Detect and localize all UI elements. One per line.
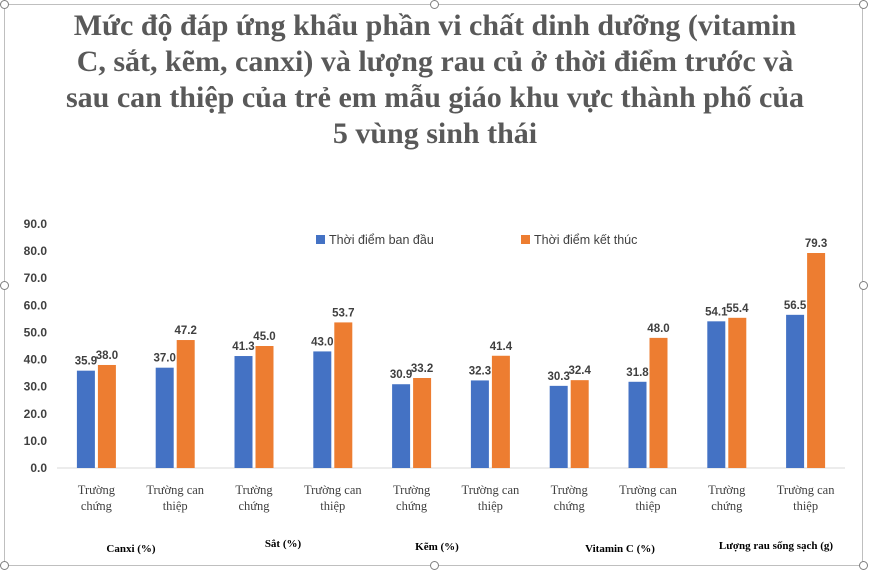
data-label: 55.4 xyxy=(726,303,749,315)
data-label: 48.0 xyxy=(647,323,669,335)
resize-handle-top-left[interactable] xyxy=(0,0,9,9)
x-tick-label: chứng xyxy=(238,499,270,513)
x-tick-label: Trường xyxy=(393,483,431,497)
y-tick-label: 80.0 xyxy=(24,244,48,258)
data-label: 79.3 xyxy=(805,238,827,250)
x-tick-label: thiệp xyxy=(793,499,818,513)
bar xyxy=(470,380,489,468)
bar xyxy=(628,381,647,468)
bar xyxy=(649,337,668,468)
x-tick-label: thiệp xyxy=(320,499,345,513)
bar xyxy=(570,380,589,468)
bar xyxy=(97,364,116,468)
x-tick-label: chứng xyxy=(396,499,428,513)
x-tick-label: chứng xyxy=(554,499,586,513)
x-tick-label: chứng xyxy=(81,499,113,513)
y-tick-label: 70.0 xyxy=(24,271,48,285)
group-label: Canxi (%) xyxy=(106,543,156,555)
group-label: Sắt (%) xyxy=(265,538,302,550)
bar xyxy=(155,367,174,468)
data-label: 41.4 xyxy=(490,341,513,353)
x-tick-label: thiệp xyxy=(478,499,503,513)
bar xyxy=(707,321,726,468)
y-tick-label: 90.0 xyxy=(24,217,48,231)
legend-label: Thời điểm kết thúc xyxy=(534,233,637,247)
data-label: 33.2 xyxy=(411,363,433,375)
data-label: 45.0 xyxy=(253,331,275,343)
group-label: Vitamin C (%) xyxy=(585,543,655,555)
bar xyxy=(786,314,805,468)
bar xyxy=(392,384,411,468)
y-tick-label: 60.0 xyxy=(24,298,48,312)
bar xyxy=(334,322,353,468)
y-tick-label: 0.0 xyxy=(30,461,47,475)
bar xyxy=(176,340,195,468)
data-label: 32.3 xyxy=(469,365,491,377)
data-label: 30.9 xyxy=(390,369,412,381)
y-tick-label: 50.0 xyxy=(24,325,48,339)
x-tick-label: Trường can xyxy=(146,483,204,497)
group-label: Lượng rau sống sạch (g) xyxy=(719,540,833,552)
x-tick-label: Trường xyxy=(708,483,746,497)
x-tick-label: Trường xyxy=(551,483,589,497)
data-label: 47.2 xyxy=(175,325,197,337)
data-label: 35.9 xyxy=(75,356,97,368)
data-label: 56.5 xyxy=(784,300,807,312)
bar xyxy=(76,370,95,468)
legend-swatch xyxy=(316,235,325,244)
x-tick-label: Trường can xyxy=(304,483,362,497)
x-tick-label: thiệp xyxy=(163,499,188,513)
bar xyxy=(313,351,332,468)
data-label: 31.8 xyxy=(626,367,649,379)
data-label: 53.7 xyxy=(332,307,354,319)
y-tick-label: 10.0 xyxy=(24,434,48,448)
bar xyxy=(255,346,274,468)
bar xyxy=(549,385,568,468)
data-label: 38.0 xyxy=(96,350,118,362)
bar xyxy=(491,355,510,468)
x-tick-label: Trường can xyxy=(777,483,835,497)
y-tick-label: 20.0 xyxy=(24,407,48,421)
x-tick-label: Trường xyxy=(235,483,273,497)
legend-swatch xyxy=(521,235,530,244)
y-tick-label: 40.0 xyxy=(24,353,48,367)
chart-title: Mức độ đáp ứng khẩu phần vi chất dinh dư… xyxy=(65,9,805,150)
x-tick-label: Trường xyxy=(78,483,116,497)
x-tick-label: chứng xyxy=(711,499,743,513)
data-label: 41.3 xyxy=(232,341,254,353)
resize-handle-middle-right[interactable] xyxy=(859,281,868,290)
bar xyxy=(413,377,432,468)
resize-handle-top-center[interactable] xyxy=(430,0,439,9)
y-tick-label: 30.0 xyxy=(24,380,48,394)
x-tick-label: Trường can xyxy=(462,483,520,497)
bar xyxy=(234,356,253,468)
bar xyxy=(728,317,747,468)
resize-handle-middle-left[interactable] xyxy=(0,281,9,290)
data-label: 37.0 xyxy=(154,353,176,365)
group-label: Kẽm (%) xyxy=(415,541,459,553)
bar xyxy=(807,253,826,468)
resize-handle-top-right[interactable] xyxy=(859,0,868,9)
data-label: 30.3 xyxy=(548,371,570,383)
data-label: 32.4 xyxy=(569,365,592,377)
x-tick-label: Trường can xyxy=(619,483,677,497)
data-label: 54.1 xyxy=(705,306,728,318)
x-tick-label: thiệp xyxy=(636,499,661,513)
data-label: 43.0 xyxy=(311,336,333,348)
legend-label: Thời điểm ban đầu xyxy=(329,233,434,247)
